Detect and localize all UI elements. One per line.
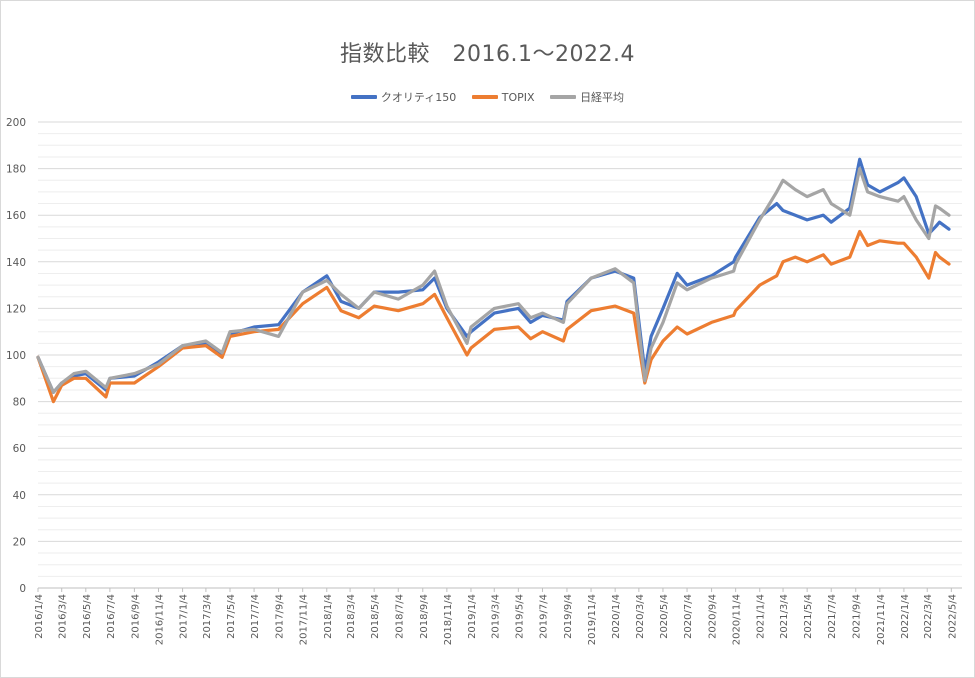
x-tick-label: 2017/9/4: [275, 594, 286, 639]
x-tick-label: 2018/5/4: [370, 594, 381, 639]
legend-swatch-topix: [471, 95, 498, 99]
x-tick-label: 2020/7/4: [683, 594, 694, 639]
x-tick-label: 2019/1/4: [467, 594, 478, 639]
legend-label-nikkei: 日経平均: [580, 91, 625, 104]
x-tick-label: 2018/9/4: [419, 594, 430, 639]
x-tick-label: 2019/9/4: [563, 594, 574, 639]
x-tick-label: 2021/3/4: [779, 594, 790, 639]
x-tick-label: 2021/7/4: [827, 594, 838, 639]
x-tick-label: 2017/11/4: [299, 594, 310, 645]
x-tick-label: 2016/5/4: [82, 594, 93, 639]
x-tick-label: 2020/3/4: [635, 594, 646, 639]
x-tick-label: 2021/11/4: [876, 594, 887, 645]
x-tick-label: 2020/1/4: [611, 594, 622, 639]
x-tick-label: 2020/5/4: [659, 594, 670, 639]
x-tick-label: 2019/7/4: [538, 594, 549, 639]
y-tick-label: 20: [13, 536, 26, 548]
x-tick-label: 2016/9/4: [130, 594, 141, 639]
x-tick-label: 2019/5/4: [514, 594, 525, 639]
y-tick-label: 0: [19, 583, 26, 595]
y-tick-label: 120: [6, 303, 26, 315]
y-tick-label: 140: [6, 257, 26, 269]
x-tick-label: 2020/9/4: [708, 594, 719, 639]
x-tick-label: 2016/7/4: [106, 594, 117, 639]
y-tick-label: 60: [13, 443, 26, 455]
x-tick-label: 2022/3/4: [923, 594, 934, 639]
legend-item-topix: TOPIX: [471, 90, 535, 104]
x-tick-label: 2021/5/4: [803, 594, 814, 639]
chart-title: 指数比較 2016.1～2022.4: [340, 42, 635, 67]
x-tick-label: 2018/7/4: [394, 594, 405, 639]
x-tick-label: 2017/1/4: [179, 594, 190, 639]
legend-item-nikkei: 日経平均: [550, 89, 624, 105]
legend-swatch-nikkei: [550, 95, 577, 99]
minor-gridlines: [38, 133, 962, 577]
x-tick-label: 2020/11/4: [732, 594, 743, 645]
series-lines: [36, 157, 951, 404]
chart-legend: クオリティ150 TOPIX 日経平均: [0, 89, 975, 105]
y-tick-label: 100: [6, 350, 26, 362]
y-tick-label: 200: [6, 117, 26, 129]
legend-label-topix: TOPIX: [501, 90, 535, 104]
x-tick-label: 2017/7/4: [250, 594, 261, 639]
x-tick-label: 2021/1/4: [756, 594, 767, 639]
series-line-nikkei: [36, 167, 951, 394]
x-tick-label: 2017/5/4: [226, 594, 237, 639]
x-tick-label: 2022/1/4: [900, 594, 911, 639]
x-tick-label: 2018/3/4: [346, 594, 357, 639]
x-tick-label: 2016/1/4: [34, 594, 45, 639]
x-tick-label: 2019/3/4: [490, 594, 501, 639]
series-line-topix: [36, 229, 951, 404]
x-tick-label: 2019/11/4: [587, 594, 598, 645]
legend-swatch-quality150: [350, 95, 377, 99]
x-axis-ticks: 2016/1/4 2016/3/4 2016/5/4 2016/7/4 2016/9/4…: [34, 588, 958, 645]
x-tick-label: 2017/3/4: [202, 594, 213, 639]
legend-label-quality150: クオリティ150: [380, 91, 457, 104]
x-tick-label: 2022/5/4: [947, 594, 958, 639]
y-tick-label: 80: [13, 397, 26, 409]
y-tick-label: 160: [6, 210, 26, 222]
major-gridlines: [38, 121, 962, 589]
x-tick-label: 2018/1/4: [323, 594, 334, 639]
x-tick-label: 2016/3/4: [58, 594, 69, 639]
x-tick-label: 2016/11/4: [154, 594, 165, 645]
y-axis-ticks: 0 20 40 60 80 100 120 140 160 180 200: [6, 117, 26, 595]
y-tick-label: 40: [13, 490, 26, 502]
x-tick-label: 2018/11/4: [443, 594, 454, 645]
legend-item-quality150: クオリティ150: [350, 89, 457, 105]
y-tick-label: 180: [6, 164, 26, 176]
x-tick-label: 2021/9/4: [852, 594, 863, 639]
